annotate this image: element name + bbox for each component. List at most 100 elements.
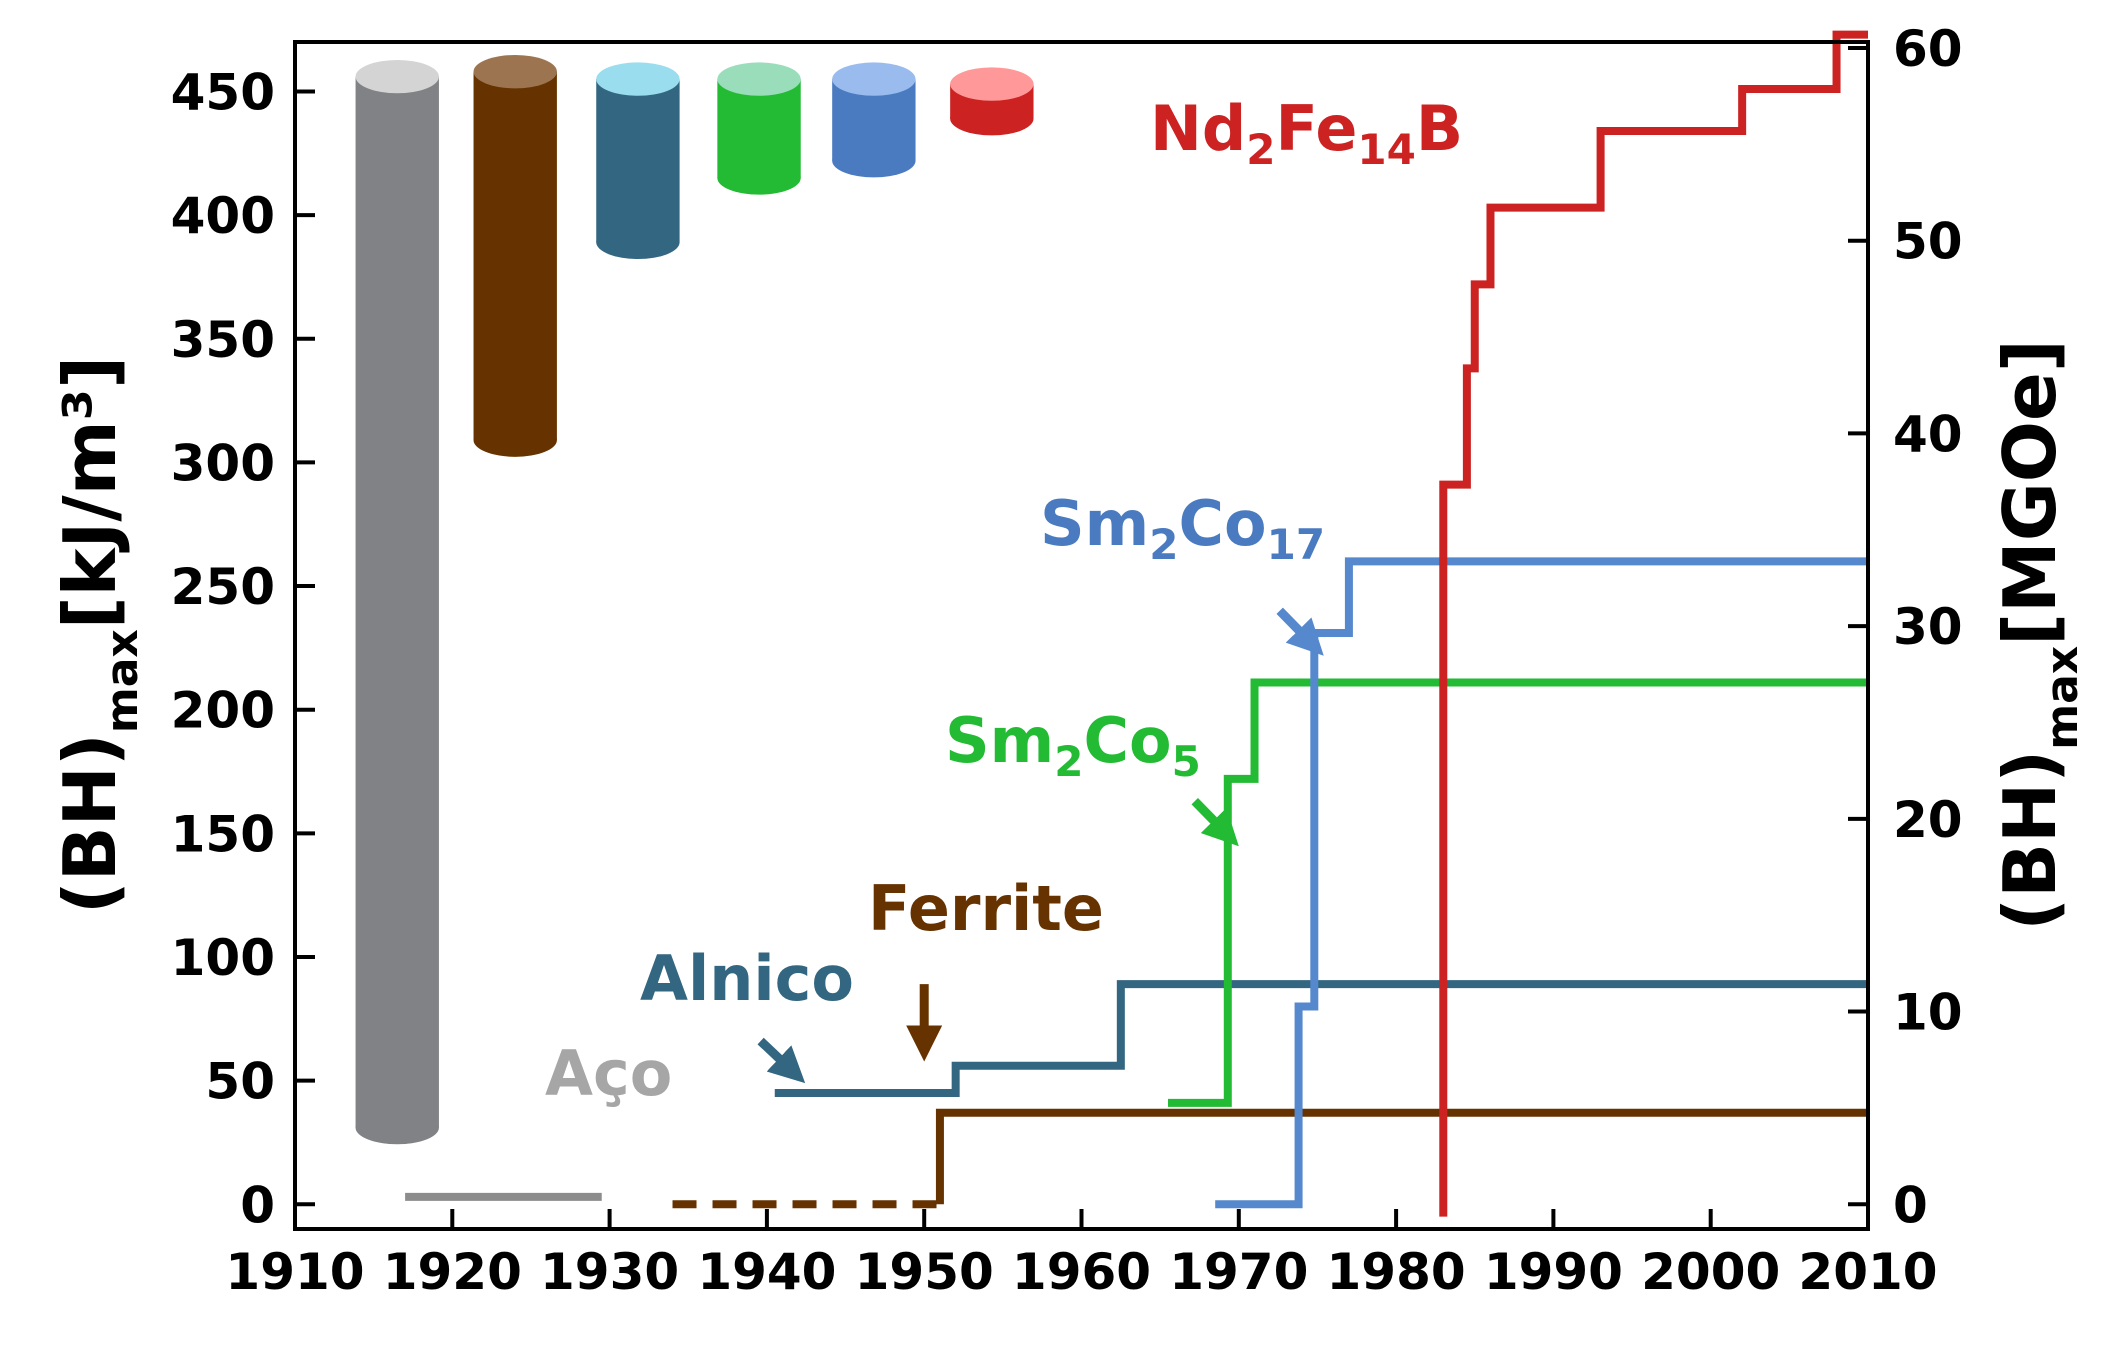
label-sm2co17-part: Sm — [1040, 487, 1149, 560]
x-tick-label: 2000 — [1641, 1243, 1780, 1301]
x-tick-label: 1970 — [1169, 1243, 1308, 1301]
alnico-magnet-top — [596, 62, 680, 96]
sm2co5-arrow — [1191, 798, 1239, 847]
aco-magnet-body — [355, 76, 439, 1128]
y-axis-right-title-sub: max — [2037, 646, 2088, 750]
sm2co17-arrow — [1276, 607, 1324, 656]
label-nd2fe14b-part: B — [1416, 92, 1463, 165]
x-tick-label: 2010 — [1798, 1243, 1937, 1301]
label-nd2fe14b-part: Nd — [1150, 92, 1246, 165]
x-tick-label: 1920 — [383, 1243, 522, 1301]
y-left-tick-label: 450 — [171, 63, 275, 121]
y-right-tick-label: 60 — [1893, 20, 1963, 78]
sm2co5-magnet-top — [717, 62, 801, 96]
series-nd2fe14b — [1439, 30, 1868, 1217]
y-right-tick-label: 0 — [1893, 1176, 1928, 1234]
label-ao-part: Aço — [545, 1037, 672, 1110]
nd2fe14b-magnet-bottom — [950, 101, 1034, 136]
series-sm2co17 — [1215, 557, 1868, 1209]
label-sm2co17-part: 17 — [1267, 520, 1325, 569]
alnico-magnet-bottom — [596, 225, 680, 259]
y-left-tick-label: 400 — [171, 187, 275, 245]
sm2co17-magnet-bottom — [832, 144, 916, 178]
alnico-magnet — [596, 62, 680, 259]
aco-magnet-top — [355, 59, 439, 94]
label-sm2co17: Sm2Co17 — [1040, 487, 1325, 569]
y-axis-right-title-unit: [MGOe] — [1988, 339, 2072, 646]
y-right-tick-label: 30 — [1893, 598, 1963, 656]
y-right-tick-label: 20 — [1893, 791, 1963, 849]
y-axis-left-title-unit: [kJ/m³] — [48, 356, 132, 629]
series-nd2fe14b-line — [1439, 30, 1868, 1217]
label-sm2co5-part: 2 — [1054, 737, 1083, 786]
y-axis-left-title-main: (BH) — [48, 733, 132, 914]
alnico-magnet-body — [596, 79, 680, 243]
series-ferrite-solid — [935, 1108, 1868, 1205]
y-right-tick-label: 50 — [1893, 213, 1963, 271]
y-left-tick-label: 150 — [171, 805, 275, 863]
x-tick-label: 1950 — [855, 1243, 994, 1301]
x-tick-label: 1910 — [225, 1243, 364, 1301]
label-sm2co17-part: Co — [1179, 487, 1267, 560]
label-ao: Aço — [545, 1037, 672, 1110]
y-axis-right-title: (BH)max[MGOe] — [1988, 339, 2088, 930]
label-alnico: Alnico — [640, 942, 854, 1015]
label-nd2fe14b-part: Fe — [1276, 92, 1358, 165]
label-sm2co17-part: 2 — [1149, 520, 1178, 569]
label-nd2fe14b-part: 14 — [1357, 125, 1415, 174]
x-axis: 1910 1920 1930 1940 1950 1960 1970 1980 1990 2000… — [225, 1209, 1938, 1301]
label-sm2co5-part: Co — [1084, 704, 1172, 777]
ferrite-magnet — [473, 55, 557, 457]
aco-magnet-bottom — [355, 1110, 439, 1145]
series-ferrite — [672, 1108, 1868, 1209]
y-axis-right-title-main: (BH) — [1988, 750, 2072, 931]
series-alnico — [774, 980, 1868, 1097]
y-left-tick-label: 200 — [171, 682, 275, 740]
x-tick-label: 1990 — [1484, 1243, 1623, 1301]
y-axis-right: 0 10 20 30 40 50 60 — [1848, 20, 1963, 1234]
sm2co17-magnet — [832, 62, 916, 178]
label-ferrite-part: Ferrite — [868, 872, 1104, 945]
y-right-tick-label: 10 — [1893, 984, 1963, 1042]
y-left-tick-label: 250 — [171, 558, 275, 616]
nd2fe14b-magnet-top — [950, 67, 1034, 101]
x-tick-label: 1930 — [540, 1243, 679, 1301]
label-sm2co5-part: 5 — [1172, 737, 1201, 786]
label-nd2fe14b: Nd2Fe14B — [1150, 92, 1463, 174]
x-tick-label: 1960 — [1012, 1243, 1151, 1301]
sm2co5-magnet-bottom — [717, 161, 801, 195]
y-left-tick-label: 100 — [171, 929, 275, 987]
y-left-tick-label: 50 — [205, 1053, 275, 1111]
series-sm2co17-line — [1215, 557, 1868, 1209]
nd2fe14b-magnet — [950, 67, 1034, 136]
label-nd2fe14b-part: 2 — [1246, 125, 1275, 174]
x-tick-label: 1980 — [1327, 1243, 1466, 1301]
y-left-tick-label: 350 — [171, 311, 275, 369]
label-alnico-part: Alnico — [640, 942, 854, 1015]
ferrite-magnet-body — [473, 71, 557, 441]
x-tick-label: 1940 — [697, 1243, 836, 1301]
annotation-arrows — [757, 607, 1324, 1084]
y-axis-left: 0 50 100 150 200 250 300 350 400 450 — [171, 63, 315, 1234]
y-right-tick-label: 40 — [1893, 405, 1963, 463]
y-left-tick-label: 300 — [171, 434, 275, 492]
y-axis-left-title-sub: max — [97, 629, 148, 733]
series-sm2co5 — [1168, 678, 1868, 1107]
alnico-arrow — [757, 1037, 806, 1084]
series-alnico-line — [774, 980, 1868, 1097]
label-sm2co5-part: Sm — [945, 704, 1054, 777]
y-left-tick-label: 0 — [240, 1176, 275, 1234]
aco-magnet — [355, 59, 439, 1145]
sm2co17-magnet-top — [832, 62, 916, 96]
label-ferrite: Ferrite — [868, 872, 1104, 945]
label-sm2co5: Sm2Co5 — [945, 704, 1201, 786]
series-sm2co5-line — [1168, 678, 1868, 1107]
magnet-cylinders — [355, 55, 1034, 1145]
sm2co5-magnet — [717, 62, 801, 195]
ferrite-magnet-top — [473, 55, 557, 89]
ferrite-magnet-bottom — [473, 423, 557, 457]
y-axis-left-title: (BH)max[kJ/m³] — [48, 356, 148, 914]
series-lines — [405, 30, 1868, 1217]
